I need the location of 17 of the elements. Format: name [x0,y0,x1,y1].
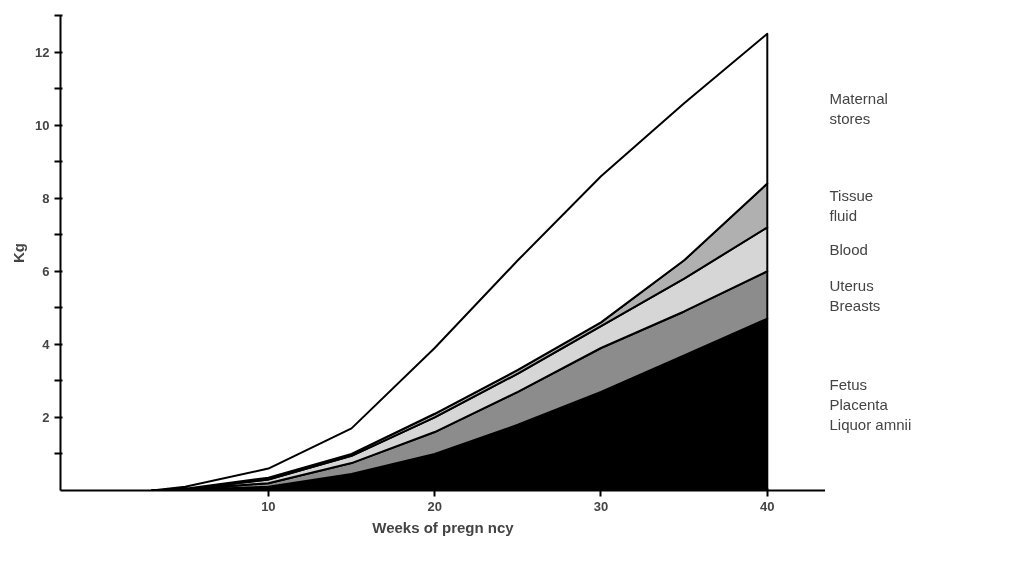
y-tick-label: 8 [42,190,50,206]
x-tick-label: 40 [760,498,775,514]
x-axis-title: Weeks of pregn ncy [372,518,515,536]
x-tick-label: 30 [593,498,609,514]
y-tick-label: 12 [35,44,50,60]
text: Maternal stores [829,90,888,128]
x-tick-label: 20 [427,498,442,514]
x-tick-label: 10 [261,498,276,514]
y-axis-title: Kg [10,243,28,263]
text: Blood [829,240,868,258]
text: Uterus Breasts [829,276,881,314]
text: Tissue fluid [829,187,874,224]
y-tick-label: 10 [35,117,50,133]
text: Fetus Placenta Liquor amnii [829,376,912,434]
y-tick-label: 4 [42,336,51,352]
y-tick-label: 2 [42,409,50,425]
y-tick-label: 6 [42,263,50,279]
